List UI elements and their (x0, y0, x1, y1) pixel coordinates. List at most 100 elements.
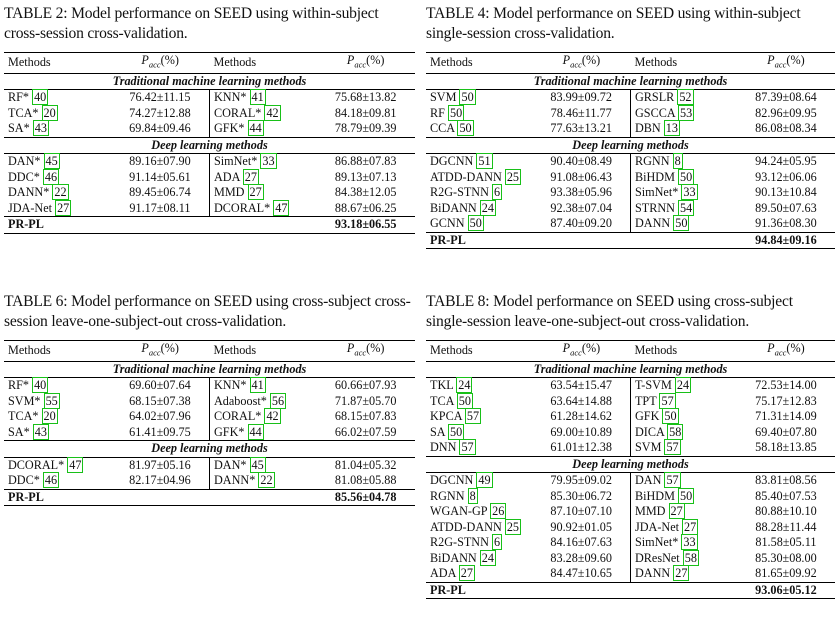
citation-link[interactable]: 45 (43, 153, 60, 170)
citation-link[interactable]: 55 (43, 392, 60, 409)
citation-link[interactable]: 41 (249, 89, 266, 106)
citation-link[interactable]: 50 (467, 215, 484, 232)
method-name: R2G-STNN (430, 535, 489, 550)
citation-link[interactable]: 47 (67, 456, 84, 473)
accuracy-value: 82.17±04.96 (129, 473, 191, 488)
citation-link[interactable]: 25 (504, 518, 521, 535)
citation-link[interactable]: 33 (260, 153, 277, 170)
citation-link[interactable]: 57 (664, 439, 681, 456)
pacc-unit: (%) (366, 53, 385, 67)
citation-link[interactable]: 54 (678, 199, 695, 216)
method-cell: SimNet* 33 (629, 534, 737, 551)
citation-link[interactable]: 52 (677, 89, 694, 106)
citation-link[interactable]: 24 (479, 549, 496, 566)
citation-link[interactable]: 56 (269, 392, 287, 409)
accuracy-value: 71.31±14.09 (755, 409, 817, 424)
method-cell: KNN* 41 (208, 377, 317, 394)
method-name: GSCCA (634, 105, 675, 120)
citation-link[interactable]: 40 (32, 377, 49, 394)
citation-link[interactable]: 50 (447, 104, 465, 121)
citation-link[interactable]: 27 (668, 503, 685, 520)
method-cell: RGNN 8 (629, 153, 737, 170)
section-row: Traditional machine learning methods (426, 361, 835, 379)
citation-link[interactable]: 50 (456, 392, 473, 409)
citation-link[interactable]: 50 (459, 89, 476, 106)
citation-link[interactable]: 27 (682, 518, 699, 535)
pacc-subscript: acc (570, 59, 582, 70)
citation-link[interactable]: 42 (264, 408, 281, 425)
accuracy-value: 86.88±07.83 (334, 154, 397, 169)
method-name: MMD (213, 185, 245, 200)
method-name: DANN* (213, 473, 256, 488)
citation-link[interactable]: 33 (681, 534, 698, 551)
citation-link[interactable]: 50 (678, 487, 695, 504)
citation-link[interactable]: 26 (490, 503, 507, 520)
citation-link[interactable]: 42 (264, 104, 281, 121)
citation-link[interactable]: 50 (447, 423, 465, 440)
citation-link[interactable]: 27 (55, 199, 72, 216)
citation-link[interactable]: 22 (52, 184, 69, 201)
table-row: RF 50 78.46±11.77 GSCCA 53 82.96±09.95 (426, 104, 835, 122)
accuracy-value: 69.40±07.80 (755, 424, 817, 439)
citation-link[interactable]: 40 (32, 89, 49, 106)
citation-link[interactable]: 13 (663, 120, 680, 137)
citation-link[interactable]: 49 (476, 472, 493, 489)
method-cell: TPT 57 (629, 392, 737, 410)
accuracy-value: 83.28±09.60 (550, 550, 612, 565)
table-row: DDC* 46 91.14±05.61 ADA 27 89.13±07.13 (4, 168, 415, 186)
method-name: R2G-STNN (430, 185, 489, 200)
citation-link[interactable]: 25 (504, 168, 521, 185)
citation-link[interactable]: 43 (32, 423, 49, 440)
citation-link[interactable]: 46 (42, 472, 60, 489)
citation-link[interactable]: 24 (479, 199, 496, 216)
citation-link[interactable]: 47 (273, 199, 290, 216)
citation-link[interactable]: 44 (247, 120, 264, 137)
citation-link[interactable]: 58 (667, 423, 684, 440)
accuracy-value: 85.30±06.72 (550, 488, 612, 503)
citation-link[interactable]: 27 (458, 565, 475, 582)
citation-link[interactable]: 20 (41, 408, 58, 425)
method-name: BiHDM (634, 488, 675, 503)
section-row: Traditional machine learning methods (4, 361, 415, 379)
citation-link[interactable]: 6 (491, 534, 503, 551)
accuracy-value: 74.27±12.88 (129, 105, 191, 120)
citation-link[interactable]: 41 (249, 377, 266, 394)
citation-link[interactable]: 27 (673, 565, 690, 582)
method-cell: DDC* 46 (4, 168, 111, 186)
citation-link[interactable]: 57 (459, 439, 476, 456)
citation-link[interactable]: 57 (664, 472, 681, 489)
table-row: SVM 50 83.99±09.72 GRSLR 52 87.39±08.64 (426, 89, 835, 106)
citation-link[interactable]: 27 (242, 168, 259, 185)
citation-link[interactable]: 20 (41, 104, 58, 121)
citation-link[interactable]: 24 (456, 377, 473, 394)
results-table: Methods Pacc(%) Methods Pacc(%) Traditional … (4, 52, 415, 234)
citation-link[interactable]: 50 (662, 408, 679, 425)
citation-link[interactable]: 51 (476, 153, 493, 170)
citation-link[interactable]: 43 (32, 120, 49, 137)
table-row: SVM* 55 68.15±07.38 Adaboost* 56 71.87±05.7… (4, 392, 415, 410)
citation-link[interactable]: 57 (464, 408, 482, 425)
section-row: Deep learning methods (4, 440, 415, 458)
pacc-symbol: P (767, 341, 775, 355)
citation-link[interactable]: 22 (258, 472, 275, 489)
citation-link[interactable]: 44 (247, 423, 264, 440)
citation-link[interactable]: 46 (42, 168, 60, 185)
citation-link[interactable]: 6 (491, 184, 503, 201)
accuracy-value: 90.92±01.05 (550, 519, 612, 534)
citation-link[interactable]: 24 (674, 377, 692, 394)
citation-link[interactable]: 8 (672, 153, 683, 170)
citation-link[interactable]: 33 (681, 184, 698, 201)
citation-link[interactable]: 45 (249, 456, 266, 473)
citation-link[interactable]: 57 (659, 392, 676, 409)
citation-link[interactable]: 53 (678, 104, 695, 121)
citation-link[interactable]: 50 (457, 120, 474, 137)
citation-link[interactable]: 27 (247, 184, 264, 201)
citation-link[interactable]: 8 (467, 487, 478, 504)
citation-link[interactable]: 58 (682, 549, 699, 566)
citation-link[interactable]: 50 (673, 215, 690, 232)
method-name: WGAN-GP (430, 504, 488, 519)
table-row: TKL 24 63.54±15.47 T-SVM 24 72.53±14.00 (426, 377, 835, 394)
accuracy-value: 66.02±07.59 (334, 424, 397, 439)
citation-link[interactable]: 50 (678, 168, 695, 185)
results-table: Methods Pacc(%) Methods Pacc(%) Traditional … (4, 340, 415, 507)
